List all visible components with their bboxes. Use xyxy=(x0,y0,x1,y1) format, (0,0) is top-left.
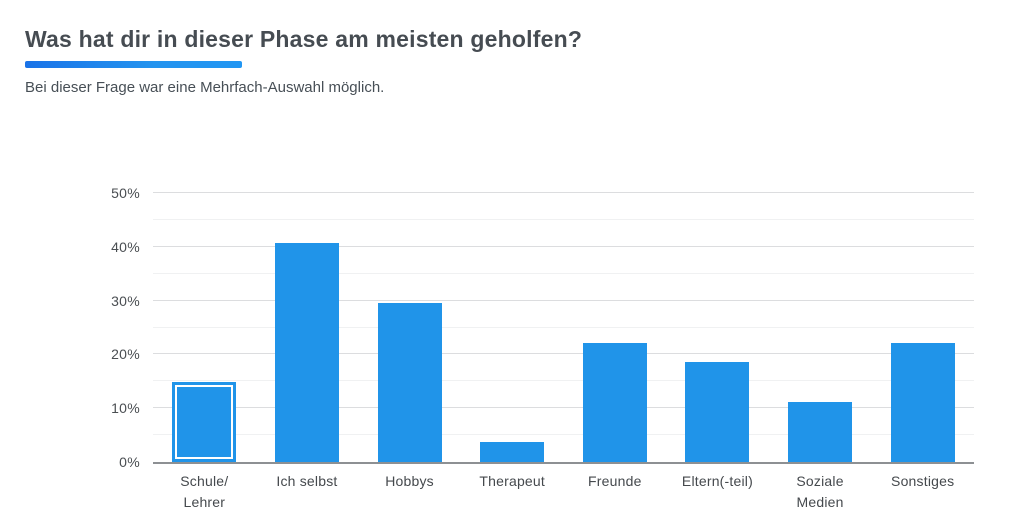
x-label-sonstiges: Sonstiges xyxy=(891,473,955,489)
y-axis: 0% 10% 20% 30% 40% 50% xyxy=(0,185,140,470)
bar-freunde[interactable] xyxy=(582,342,647,462)
y-tick-label-0pct: 0% xyxy=(119,454,140,470)
gridline-45pct xyxy=(153,218,974,220)
gridline-5pct xyxy=(153,434,974,436)
bar-eltern-teil[interactable] xyxy=(685,362,750,462)
bar-therapeut[interactable] xyxy=(480,442,545,462)
y-tick-label-30pct: 30% xyxy=(111,292,140,309)
y-tick-label-40pct: 40% xyxy=(111,238,140,255)
x-label-schule-lehrer: Schule/Lehrer xyxy=(180,473,229,510)
bars-container xyxy=(153,193,974,462)
bar-slot-hobbys xyxy=(358,193,461,462)
x-label-freunde: Freunde xyxy=(588,473,642,489)
gridline-25pct xyxy=(153,326,974,328)
gridline-10pct xyxy=(153,407,974,409)
bar-slot-sonstiges xyxy=(871,193,974,462)
bar-hobbys[interactable] xyxy=(377,302,442,462)
gridline-40pct xyxy=(153,245,974,247)
gridline-35pct xyxy=(153,272,974,274)
gridline-30pct xyxy=(153,299,974,301)
gridline-15pct xyxy=(153,380,974,382)
bar-slot-therapeut xyxy=(461,193,564,462)
x-axis-labels: Schule/Lehrer Ich selbst Hobbys Therapeut Fr… xyxy=(153,471,974,513)
bar-sonstiges[interactable] xyxy=(890,342,955,462)
bar-slot-soziale-medien xyxy=(769,193,872,462)
bar-slot-eltern-teil xyxy=(666,193,769,462)
title-accent-underline xyxy=(25,61,242,68)
bar-ich-selbst[interactable] xyxy=(274,243,339,462)
y-tick-label-20pct: 20% xyxy=(111,346,140,363)
x-label-soziale-medien: Soziale Medien xyxy=(796,473,844,510)
plot-area xyxy=(153,192,974,464)
bar-slot-schule-lehrer xyxy=(153,193,256,462)
y-tick-label-10pct: 10% xyxy=(111,400,140,417)
page-subtitle: Bei dieser Frage war eine Mehrfach-Auswa… xyxy=(25,79,385,96)
page-title: Was hat dir in dieser Phase am meisten g… xyxy=(25,26,583,52)
bar-slot-ich-selbst xyxy=(256,193,359,462)
bar-soziale-medien[interactable] xyxy=(788,402,853,462)
bar-slot-freunde xyxy=(564,193,667,462)
x-label-hobbys: Hobbys xyxy=(385,473,434,489)
y-tick-label-50pct: 50% xyxy=(111,185,140,201)
x-label-eltern-teil: Eltern(-teil) xyxy=(681,473,753,489)
x-label-ich-selbst: Ich selbst xyxy=(276,473,338,489)
gridline-50pct xyxy=(153,192,974,193)
x-label-therapeut: Therapeut xyxy=(479,473,545,489)
bar-schule-lehrer[interactable] xyxy=(172,382,237,462)
gridline-20pct xyxy=(153,353,974,355)
bar-highlight-border xyxy=(175,385,234,459)
